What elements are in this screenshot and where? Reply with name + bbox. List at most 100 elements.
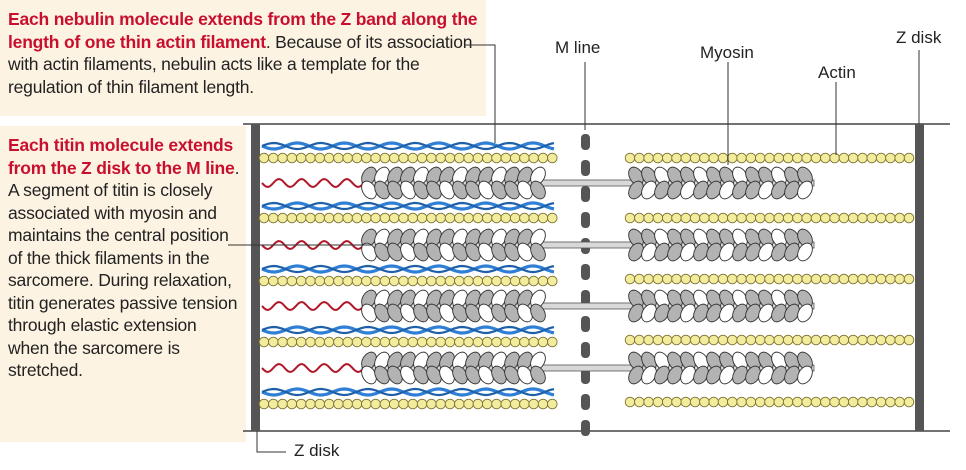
actin-bead <box>671 212 682 224</box>
actin-bead <box>361 275 372 287</box>
actin-bead <box>463 336 474 348</box>
actin-bead <box>857 396 868 408</box>
actin-bead <box>444 336 456 348</box>
actin-bead <box>370 152 381 164</box>
m-line-segment <box>581 186 590 202</box>
actin-bead <box>792 273 803 285</box>
actin-bead <box>764 396 775 408</box>
z-disk-left <box>251 124 260 431</box>
actin-filament <box>258 336 558 348</box>
nebulin-caption-box <box>0 0 486 116</box>
actin-bead <box>624 152 636 164</box>
myosin-backbone <box>361 364 815 372</box>
actin-bead <box>847 396 859 408</box>
actin-bead <box>671 396 682 408</box>
actin-bead <box>624 212 636 224</box>
z-disk-right <box>915 124 924 431</box>
actin-bead <box>699 152 710 164</box>
nebulin-strand <box>261 387 555 397</box>
nebulin-strand <box>261 201 555 211</box>
actin-bead <box>500 152 512 164</box>
actin-bead <box>323 398 335 410</box>
actin-bead <box>342 336 353 348</box>
actin-bead <box>314 275 326 287</box>
actin-bead <box>398 275 409 287</box>
actin-bead <box>680 152 692 164</box>
actin-bead <box>829 212 840 224</box>
actin-bead <box>671 152 682 164</box>
actin-bead <box>782 152 794 164</box>
actin-bead <box>857 212 868 224</box>
actin-bead <box>866 334 878 346</box>
actin-filament <box>624 396 915 408</box>
actin-bead <box>268 336 279 348</box>
actin-filament <box>624 273 915 285</box>
actin-bead <box>537 152 549 164</box>
actin-bead <box>286 398 298 410</box>
actin-bead <box>820 273 831 285</box>
actin-bead <box>727 273 738 285</box>
actin-bead <box>305 212 316 224</box>
nebulin-strand <box>261 141 555 151</box>
actin-bead <box>875 152 887 164</box>
actin-bead <box>547 212 558 224</box>
z-disk-label-top: Z disk <box>896 28 942 47</box>
actin-bead <box>435 275 446 287</box>
actin-bead <box>745 273 757 285</box>
actin-bead <box>866 152 878 164</box>
actin-bead <box>342 152 353 164</box>
actin-bead <box>875 273 887 285</box>
actin-bead <box>463 275 474 287</box>
actin-filament <box>258 212 558 224</box>
actin-bead <box>624 396 636 408</box>
nebulin-caption-body: . Because of its association with actin … <box>8 31 473 97</box>
actin-bead <box>519 275 530 287</box>
m-line-segment <box>581 368 590 384</box>
actin-bead <box>699 212 710 224</box>
actin-bead <box>903 273 915 285</box>
actin-bead <box>894 212 905 224</box>
actin-bead <box>866 396 878 408</box>
actin-bead <box>829 334 840 346</box>
actin-bead <box>847 152 859 164</box>
actin-bead <box>857 273 868 285</box>
actin-bead <box>491 398 502 410</box>
actin-bead <box>379 398 391 410</box>
actin-bead <box>773 152 785 164</box>
actin-bead <box>481 275 493 287</box>
actin-bead <box>661 334 673 346</box>
actin-bead <box>773 273 785 285</box>
actin-bead <box>537 336 549 348</box>
titin-caption-body: . A segment of titin is closely associat… <box>8 157 240 381</box>
actin-bead <box>643 334 654 346</box>
actin-bead <box>407 275 419 287</box>
actin-bead <box>773 396 785 408</box>
actin-bead <box>305 398 316 410</box>
actin-bead <box>671 273 682 285</box>
actin-bead <box>491 336 502 348</box>
nebulin-strand <box>261 325 555 335</box>
actin-bead <box>708 396 719 408</box>
actin-bead <box>717 396 729 408</box>
actin-bead <box>820 396 831 408</box>
actin-bead <box>407 398 419 410</box>
nebulin-strand-b <box>261 264 555 274</box>
actin-bead <box>500 336 512 348</box>
actin-bead <box>857 334 868 346</box>
actin-bead <box>454 152 465 164</box>
actin-bead <box>857 152 868 164</box>
actin-bead <box>875 212 887 224</box>
actin-bead <box>295 152 307 164</box>
actin-bead <box>885 212 896 224</box>
actin-bead <box>295 275 307 287</box>
actin-bead <box>782 212 794 224</box>
actin-label: Actin <box>818 63 856 82</box>
actin-bead <box>379 152 391 164</box>
nebulin-strand-b <box>261 387 555 397</box>
actin-bead <box>885 334 896 346</box>
actin-bead <box>866 273 878 285</box>
actin-bead <box>444 275 456 287</box>
myosin-head <box>530 242 546 262</box>
actin-bead <box>782 273 794 285</box>
actin-bead <box>754 273 766 285</box>
